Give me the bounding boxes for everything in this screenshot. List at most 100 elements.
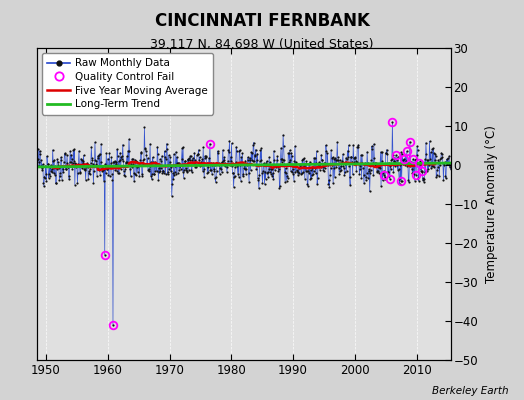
Point — [270, 157, 279, 164]
Point — [68, 155, 76, 162]
Point — [146, 140, 154, 147]
Point — [423, 168, 432, 175]
Point — [99, 167, 107, 173]
Point — [316, 164, 325, 170]
Point — [152, 168, 161, 174]
Point — [205, 161, 214, 168]
Point — [360, 180, 368, 187]
Point — [92, 158, 100, 164]
Point — [407, 162, 415, 168]
Point — [108, 171, 116, 177]
Point — [314, 160, 322, 167]
Point — [345, 174, 354, 180]
Point — [342, 168, 351, 174]
Point — [376, 165, 384, 171]
Point — [158, 170, 167, 176]
Point — [161, 154, 169, 160]
Point — [154, 177, 162, 184]
Point — [165, 152, 173, 159]
Point — [442, 175, 450, 182]
Point — [95, 167, 103, 174]
Point — [429, 145, 438, 152]
Point — [235, 174, 243, 180]
Point — [110, 159, 118, 165]
Point — [322, 148, 331, 154]
Point — [373, 167, 381, 174]
Point — [133, 163, 141, 170]
Point — [336, 163, 345, 170]
Point — [212, 174, 220, 180]
Point — [151, 162, 160, 168]
Point — [358, 152, 366, 158]
Point — [305, 158, 314, 165]
Point — [77, 169, 85, 175]
Point — [311, 155, 319, 161]
Point — [79, 158, 87, 164]
Point — [118, 152, 126, 159]
Point — [172, 171, 181, 178]
Point — [256, 158, 264, 164]
Point — [73, 180, 82, 187]
Point — [328, 154, 336, 161]
Point — [346, 182, 354, 188]
Point — [197, 162, 205, 168]
Point — [151, 168, 159, 174]
Point — [308, 164, 316, 171]
Point — [86, 166, 94, 172]
Point — [405, 160, 413, 166]
Point — [313, 175, 322, 181]
Point — [438, 150, 446, 157]
Point — [247, 157, 256, 163]
Point — [328, 162, 336, 168]
Point — [303, 180, 312, 187]
Point — [212, 167, 221, 174]
Point — [40, 183, 48, 190]
Point — [399, 161, 407, 168]
Point — [349, 142, 357, 148]
Point — [199, 168, 207, 174]
Point — [43, 153, 51, 159]
Point — [269, 176, 278, 182]
Point — [122, 160, 130, 166]
Point — [236, 147, 244, 153]
Point — [424, 166, 433, 172]
Point — [417, 162, 425, 168]
Point — [221, 160, 230, 166]
Point — [210, 161, 219, 168]
Point — [263, 169, 271, 176]
Point — [144, 155, 152, 161]
Point — [385, 159, 393, 166]
Point — [394, 167, 402, 173]
Point — [193, 151, 202, 158]
Point — [428, 146, 436, 152]
Point — [436, 155, 445, 161]
Point — [347, 153, 355, 160]
Point — [79, 160, 88, 166]
Point — [206, 167, 215, 174]
Point — [332, 156, 340, 163]
Point — [117, 154, 125, 160]
Point — [406, 138, 414, 145]
Point — [70, 158, 78, 164]
Point — [408, 170, 417, 177]
Point — [126, 166, 134, 172]
Point — [208, 171, 216, 177]
Point — [45, 175, 53, 181]
Point — [394, 154, 402, 160]
Point — [174, 160, 183, 166]
Point — [344, 142, 353, 148]
Point — [129, 161, 137, 167]
Point — [134, 169, 142, 176]
Point — [229, 170, 237, 176]
Point — [114, 170, 122, 176]
Point — [215, 161, 223, 168]
Point — [334, 157, 343, 163]
Point — [257, 145, 266, 152]
Point — [46, 173, 54, 179]
Point — [156, 168, 165, 174]
Point — [441, 173, 450, 179]
Point — [154, 150, 162, 157]
Point — [237, 178, 245, 184]
Point — [271, 161, 280, 168]
Point — [445, 153, 453, 159]
